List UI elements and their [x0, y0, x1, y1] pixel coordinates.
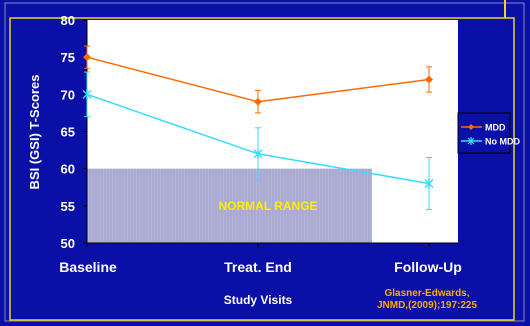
labels-layer: BSI (GSI) T-Scores Baseline Treat. End Foll… — [27, 75, 477, 311]
citation-line: JNMD,(2009);197:225 — [377, 300, 477, 311]
data-point — [424, 178, 434, 189]
data-point — [83, 53, 91, 62]
y-tick-label: 55 — [61, 199, 75, 214]
y-tick-label: 65 — [61, 125, 75, 140]
legend: MDD No MDD — [457, 112, 520, 154]
data-point — [254, 97, 262, 106]
x-tick-label: Baseline — [59, 259, 117, 275]
data-point — [425, 75, 433, 84]
y-tick-label: 75 — [61, 50, 75, 65]
y-tick-label: 80 — [61, 13, 75, 28]
series-no-mdd — [82, 71, 434, 211]
yellow-border — [9, 17, 515, 321]
legend-entry-no-mdd: No MDD — [461, 137, 520, 147]
normal-range-label: NORMAL RANGE — [218, 199, 317, 213]
x-tick-label: Treat. End — [224, 259, 292, 275]
band-fill — [87, 168, 372, 243]
normal-range-band: NORMAL RANGE — [87, 168, 372, 243]
x-axis-title: Study Visits — [224, 293, 293, 307]
series-layer — [82, 45, 434, 211]
legend-marker — [467, 137, 475, 145]
data-point — [253, 148, 263, 159]
citation-line: Glasner-Edwards, — [384, 288, 469, 299]
x-tick-label: Follow-Up — [394, 259, 462, 275]
data-point — [82, 89, 92, 100]
y-tick-label: 60 — [61, 162, 75, 177]
legend-entry-mdd: MDD — [461, 123, 506, 133]
legend-label: MDD — [485, 123, 506, 133]
series-mdd — [83, 45, 433, 114]
y-tick-label: 70 — [61, 87, 75, 102]
legend-label: No MDD — [485, 137, 520, 147]
axes: 50 55 60 65 70 75 80 — [61, 13, 458, 251]
legend-marker — [468, 124, 474, 130]
y-tick-label: 50 — [61, 236, 75, 251]
y-axis-title: BSI (GSI) T-Scores — [27, 75, 42, 190]
legend-box — [457, 112, 511, 154]
outer-frame — [4, 2, 525, 322]
chart-frame — [4, 0, 525, 322]
